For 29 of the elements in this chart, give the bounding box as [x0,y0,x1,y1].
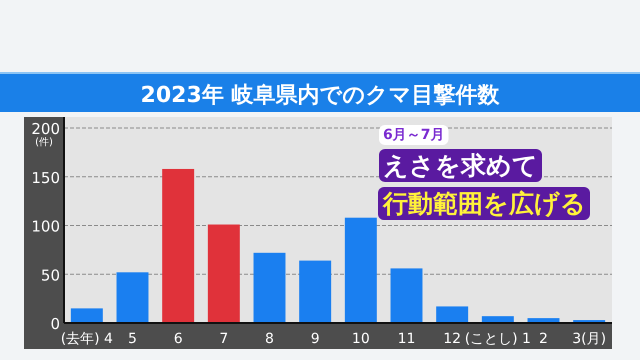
bar [390,268,422,323]
bar [162,168,194,323]
annotation: 6月～7月 [383,127,444,143]
x-tick-label: 11 [398,331,416,347]
x-tick-label: 6 [174,331,183,347]
x-tick-label: 5 [128,331,137,347]
title: 2023年 岐阜県内でのクマ目撃件数 [140,83,500,108]
bar [70,308,103,323]
y-tick-label: 100 [31,218,60,236]
x-tick-label: 10 [352,331,370,347]
x-tick-label: 12 [443,331,462,347]
x-tick-label: 7 [219,331,228,347]
bar [116,272,148,323]
x-tick-label: (ことし) 1 [464,331,531,347]
y-tick-label: 0 [50,315,60,333]
bar [344,218,377,323]
x-tick-label: 2 [539,331,548,347]
bar [208,224,240,323]
ylabel: (件) [35,137,53,148]
x-tick-label: 8 [265,331,274,347]
bar [299,260,332,323]
x-tick-label: 9 [310,331,320,347]
x-tick-label: (去年) 4 [60,331,114,347]
y-tick-label: 150 [31,168,60,187]
y-tick-label: 200 [31,120,60,138]
bar [436,306,468,323]
bar [254,252,286,323]
x-tick-label: 3(月) [572,331,606,347]
y-tick-label: 50 [40,266,60,284]
